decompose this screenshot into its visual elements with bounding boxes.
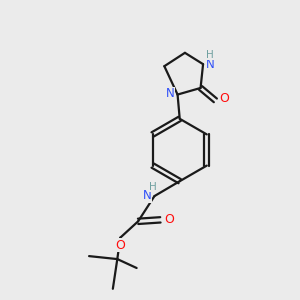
Text: O: O	[164, 213, 174, 226]
Text: N: N	[206, 58, 215, 71]
Text: O: O	[115, 238, 125, 252]
Text: H: H	[206, 50, 214, 60]
Text: N: N	[143, 189, 152, 202]
Text: O: O	[219, 92, 229, 105]
Text: N: N	[166, 88, 175, 100]
Text: H: H	[149, 182, 157, 192]
